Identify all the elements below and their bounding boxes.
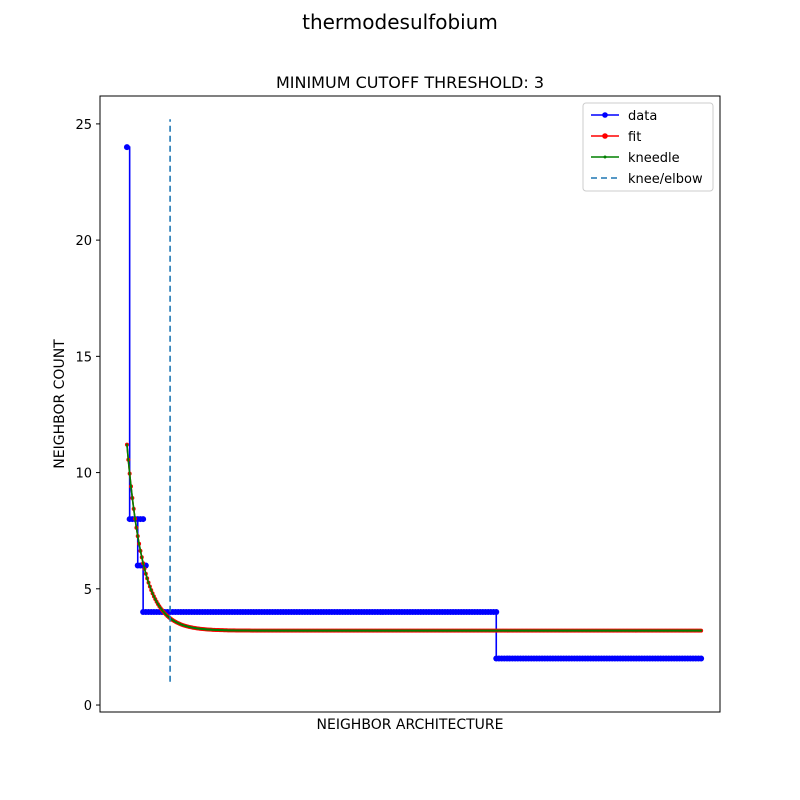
- data-point: [698, 655, 705, 662]
- data-series-line: [126, 146, 702, 660]
- legend-label: kneedle: [628, 151, 680, 166]
- kneedle-point: [154, 598, 157, 601]
- y-axis-label: NEIGHBOR COUNT: [52, 339, 68, 469]
- kneedle-point: [148, 585, 151, 588]
- kneedle-point: [700, 629, 703, 632]
- kneedle-point: [132, 507, 135, 510]
- fit-series-line: [126, 444, 702, 632]
- legend-label: data: [628, 109, 657, 124]
- kneedle-point: [150, 588, 153, 592]
- data-point: [140, 516, 147, 523]
- kneedle-point: [160, 608, 164, 612]
- y-tick-label: 0: [84, 699, 92, 714]
- kneedle-point: [135, 526, 138, 529]
- kneedle-point: [144, 572, 147, 575]
- legend-box: [582, 102, 714, 192]
- legend-label: knee/elbow: [628, 172, 703, 187]
- kneedle-point: [139, 549, 142, 552]
- kneedle-point: [158, 605, 161, 608]
- y-axis: 0 5 10 15 20 25: [75, 118, 100, 714]
- kneedle-point: [136, 535, 139, 538]
- legend-marker: [602, 112, 608, 118]
- kneedle-point: [146, 577, 149, 580]
- kneedle-point: [163, 612, 166, 615]
- kneedle-point: [137, 542, 141, 545]
- data-point: [123, 144, 130, 151]
- y-tick-label: 25: [75, 118, 92, 133]
- plot-area: [123, 119, 705, 682]
- data-point: [493, 609, 500, 616]
- kneedle-series-line: [126, 444, 702, 632]
- legend-label: fit: [628, 130, 641, 145]
- kneedle-point: [151, 592, 154, 595]
- kneedle-point: [125, 443, 129, 446]
- chart-title: MINIMUM CUTOFF THRESHOLD: 3: [276, 73, 544, 92]
- kneedle-point: [152, 595, 156, 598]
- kneedle-point: [129, 485, 133, 488]
- kneedle-point: [140, 556, 143, 559]
- y-tick-label: 5: [84, 583, 92, 598]
- legend-marker: [603, 155, 607, 159]
- kneedle-point: [162, 610, 165, 613]
- kneedle-point: [147, 581, 150, 584]
- kneedle-point: [155, 600, 158, 603]
- kneedle-point: [127, 458, 130, 461]
- figure-suptitle: thermodesulfobium: [302, 10, 498, 34]
- kneedle-point: [131, 496, 134, 500]
- kneedle-point: [128, 472, 131, 475]
- y-tick-label: 15: [75, 350, 92, 365]
- kneedle-point: [143, 567, 146, 570]
- legend: data fit kneedle knee/elbow: [582, 102, 714, 192]
- kneedle-point: [159, 607, 162, 610]
- axes-frame: [99, 95, 721, 713]
- y-tick-label: 10: [75, 467, 92, 482]
- x-axis-label: NEIGHBOR ARCHITECTURE: [317, 717, 504, 733]
- legend-marker: [602, 133, 608, 139]
- y-tick-label: 20: [75, 234, 92, 249]
- kneedle-point: [142, 562, 145, 565]
- kneedle-point: [156, 602, 160, 606]
- kneedle-point: [133, 517, 137, 520]
